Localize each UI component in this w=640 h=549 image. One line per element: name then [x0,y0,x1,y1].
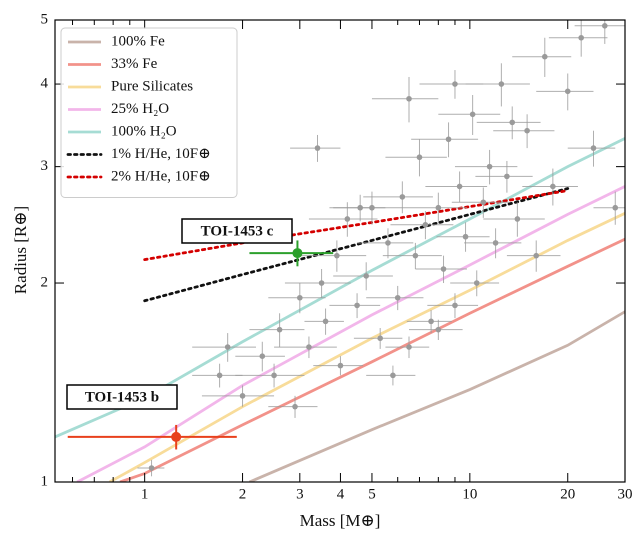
point [445,136,452,143]
point [509,119,516,126]
point [357,204,363,211]
point [297,294,303,301]
point [428,318,434,325]
point [422,221,429,228]
legend-label: Pure Silicates [111,78,193,94]
point [462,233,469,240]
point [390,372,396,379]
point [578,34,584,41]
x-tick-label: 3 [296,486,304,502]
point [337,362,344,369]
point [318,280,325,286]
model-curve [76,185,625,482]
point [406,95,412,102]
point [334,252,340,259]
point [322,318,329,325]
model-curve [248,310,625,482]
point [416,154,423,161]
y-tick-label: 3 [41,158,49,174]
point [541,53,548,60]
point [399,194,406,200]
point [276,326,283,333]
y-tick-label: 2 [41,274,49,290]
point [473,280,480,286]
point [514,216,521,222]
point [550,183,556,190]
point [435,326,442,333]
x-tick-label: 10 [462,486,477,502]
point [306,344,312,350]
point [394,294,401,301]
legend-label: 25% H₂O [111,101,169,117]
point [492,240,499,246]
point [259,353,266,359]
point [590,145,597,151]
point [148,465,155,471]
point [377,335,383,342]
x-tick-label: 30 [618,486,633,502]
point [406,344,412,350]
point [314,145,321,151]
point [344,216,351,222]
model-curve [143,187,570,303]
legend-label: 33% Fe [111,56,158,72]
point [498,81,505,87]
point [354,302,360,309]
y-tick-label: 5 [41,11,49,27]
planet-label: TOI-1453 c [201,223,274,239]
point [452,302,458,309]
point [469,111,476,118]
y-tick-label: 4 [41,75,49,91]
point [435,204,442,211]
point [456,183,463,190]
x-tick-label: 4 [337,486,345,502]
legend-label: 100% H₂O [111,123,177,139]
point [452,81,458,87]
y-tick-label: 1 [41,473,49,489]
point [524,127,530,134]
planet-point [171,431,182,442]
point [385,240,391,246]
point [292,403,298,410]
legend-label: 1% H/He, 10F⊕ [111,146,211,162]
x-tick-label: 1 [141,486,149,502]
legend-label: 100% Fe [111,33,165,49]
point [533,252,540,259]
planet-label: TOI-1453 b [85,389,159,405]
point [224,344,231,350]
point [271,372,277,379]
planet-label-box [66,384,178,410]
point [612,204,619,211]
legend-label: 2% H/He, 10F⊕ [111,168,211,184]
point [486,163,493,170]
x-tick-label: 20 [560,486,575,502]
point [564,88,571,95]
planet-point [292,248,303,259]
point [363,273,369,279]
point [504,173,510,180]
point [216,372,223,379]
y-axis-label: Radius [R⊕] [11,206,30,294]
x-axis-label: Mass [M⊕] [300,511,381,530]
planet-label-box [181,218,293,244]
point [601,22,608,29]
legend-frame [60,27,238,198]
point [412,252,419,259]
point [440,266,447,272]
point [239,393,246,399]
plot-area [55,20,625,482]
point [480,199,487,206]
model-curve [108,212,625,482]
x-tick-label: 2 [239,486,247,502]
x-tick-label: 5 [368,486,376,502]
